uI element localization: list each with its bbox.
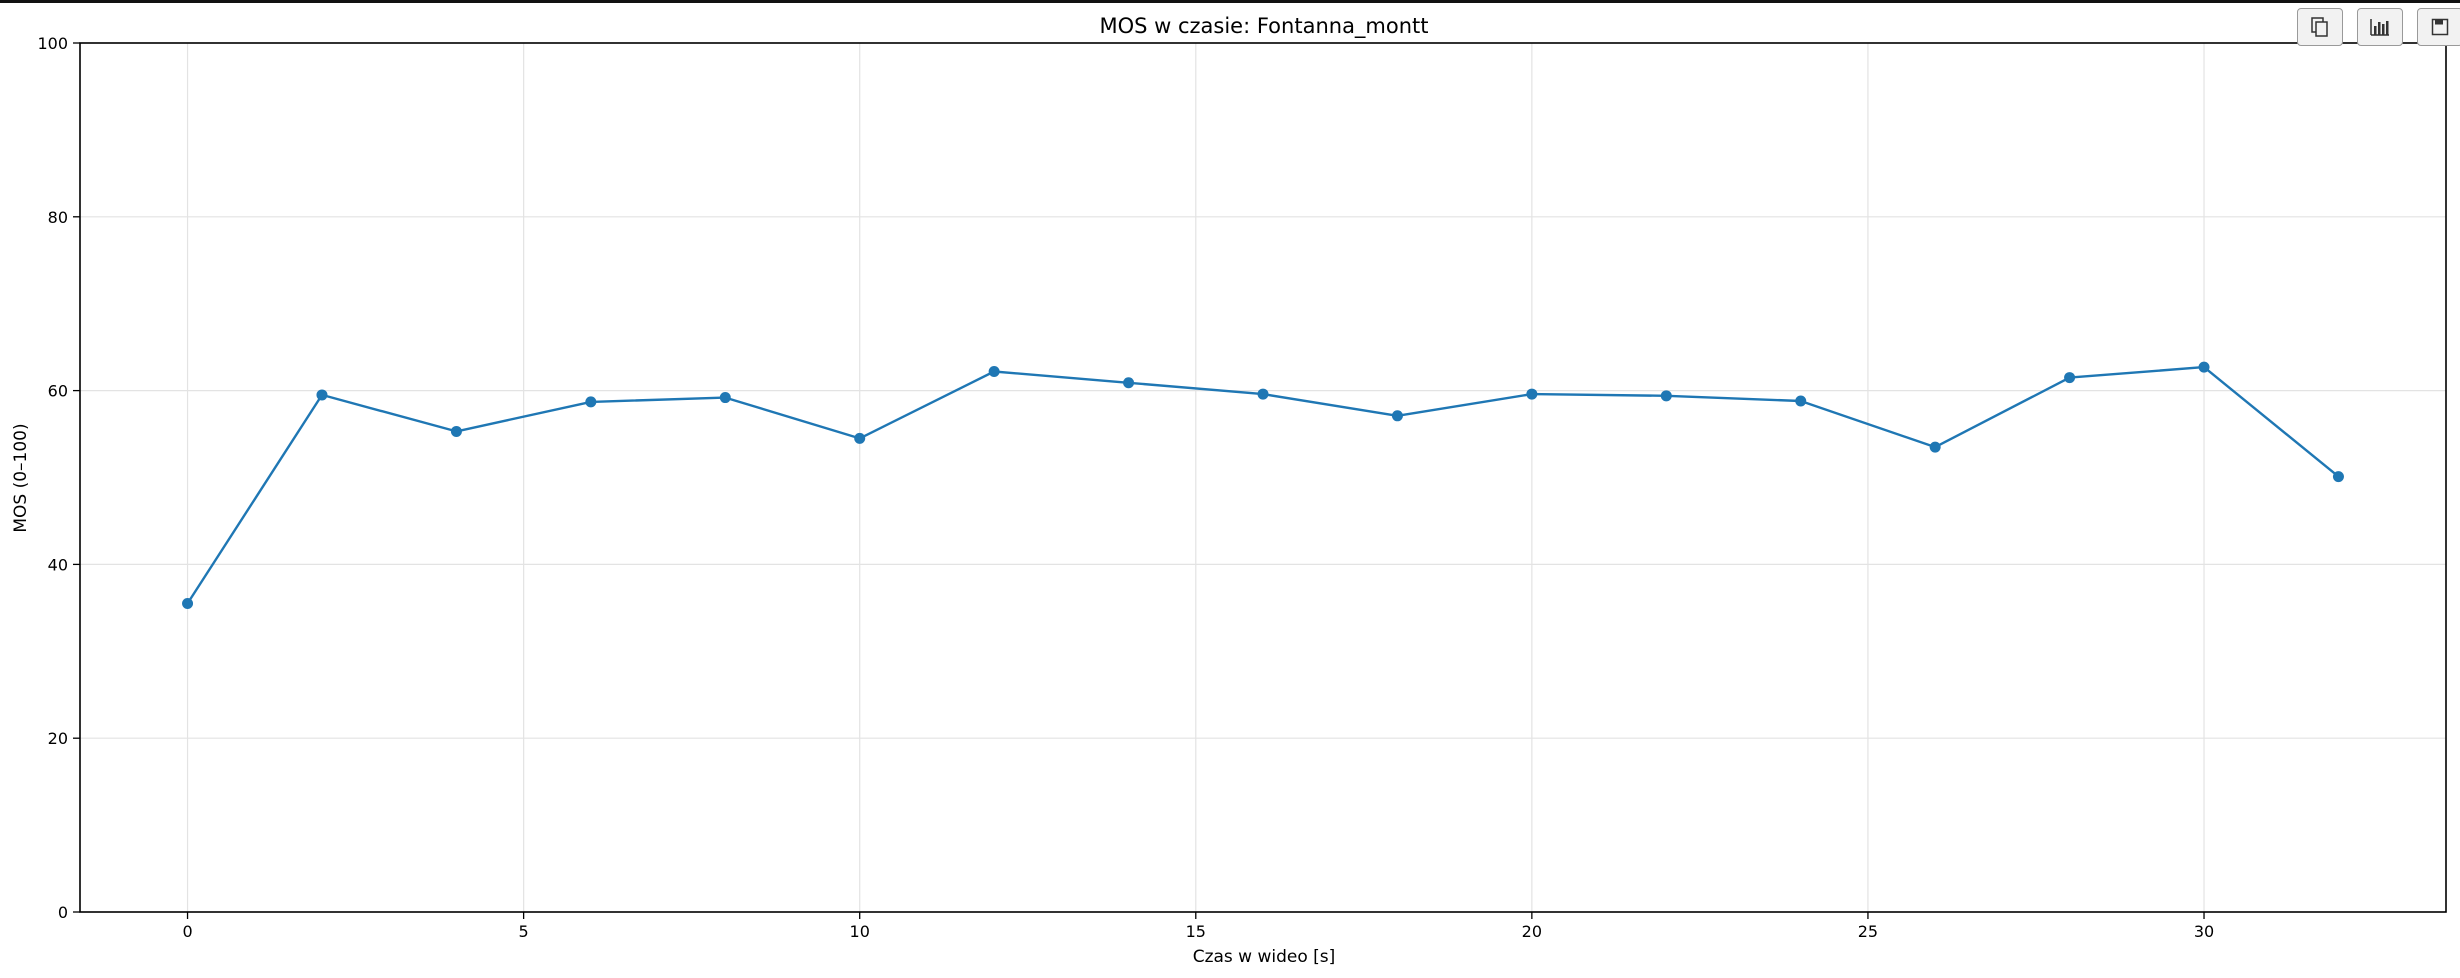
- data-point: [2332, 471, 2344, 483]
- data-point: [316, 389, 328, 401]
- y-tick-label: 80: [48, 208, 68, 227]
- grid-lines: [80, 42, 2446, 913]
- data-point: [2064, 372, 2076, 384]
- x-tick-label: 25: [1858, 922, 1878, 941]
- series-line: [186, 365, 2340, 605]
- data-point: [1795, 395, 1807, 407]
- y-tick-label: 60: [48, 382, 68, 401]
- save-button[interactable]: [2417, 8, 2460, 46]
- data-point: [1123, 377, 1135, 389]
- data-point: [1391, 410, 1403, 422]
- x-tick-label: 10: [850, 922, 870, 941]
- data-point: [988, 365, 1000, 377]
- data-point: [1257, 388, 1269, 400]
- copy-button[interactable]: [2297, 8, 2343, 46]
- y-tick-label: 20: [48, 729, 68, 748]
- y-tick-label: 0: [58, 903, 68, 922]
- window-top-border: [0, 0, 2460, 3]
- bar-chart-icon: [2369, 17, 2391, 37]
- axis-ticks: 0 5 10 15 20 25 30 0 20 40 60 80 100: [37, 34, 2214, 941]
- x-tick-label: 20: [1522, 922, 1542, 941]
- copy-icon: [2310, 16, 2330, 38]
- data-point: [1526, 388, 1538, 400]
- data-point: [585, 396, 597, 408]
- x-tick-label: 15: [1186, 922, 1206, 941]
- data-point: [1660, 390, 1672, 402]
- data-point: [450, 425, 462, 437]
- y-axis-label: MOS (0–100): [11, 423, 31, 532]
- data-point: [854, 432, 866, 444]
- x-tick-label: 30: [2194, 922, 2214, 941]
- chart-toolbar: [2297, 8, 2460, 48]
- data-point: [719, 392, 731, 404]
- chart-title: MOS w czasie: Fontanna_montt: [1099, 14, 1428, 39]
- y-tick-label: 100: [37, 34, 68, 53]
- plot-area-frame: [79, 42, 2447, 913]
- x-axis-label: Czas w wideo [s]: [1193, 947, 1336, 967]
- y-tick-label: 40: [48, 555, 68, 574]
- data-point: [1929, 441, 1941, 453]
- x-tick-label: 5: [519, 922, 529, 941]
- data-point: [182, 598, 194, 610]
- chart-view-button[interactable]: [2357, 8, 2403, 46]
- save-icon: [2431, 18, 2449, 36]
- x-tick-label: 0: [182, 922, 192, 941]
- data-point: [2198, 361, 2210, 373]
- series-layer: [182, 361, 2344, 610]
